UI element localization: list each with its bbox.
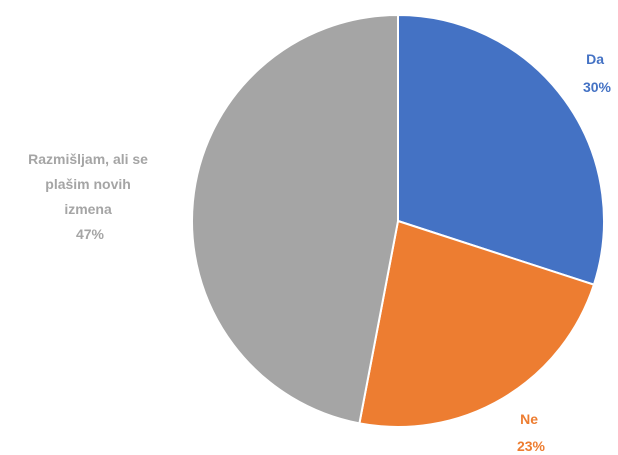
pie-labels: Da 30% Ne 23% Razmišljam, ali se plašim … [28, 51, 611, 454]
pie-slice-da [397, 13, 605, 286]
slice-label-da: Da 30% [583, 51, 612, 95]
slice-label-razmisljam: Razmišljam, ali se plašim novih izmena 4… [28, 151, 152, 242]
pie-slices [191, 13, 605, 428]
slice-label-ne: Ne 23% [517, 411, 546, 454]
pie-slice-razmisljam [191, 13, 399, 425]
pie-slice-ne [358, 219, 596, 428]
